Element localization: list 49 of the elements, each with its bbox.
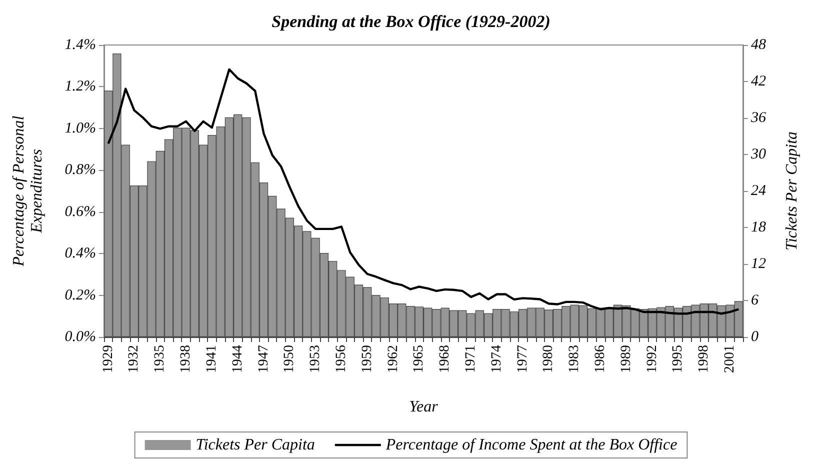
x-tick-label: 1968 [438, 345, 453, 373]
x-tick-label: 1965 [412, 345, 427, 373]
x-tick-label: 1956 [334, 345, 349, 373]
y-tick-label: 1.2% [64, 78, 96, 95]
x-tick-label: 1977 [515, 345, 530, 373]
y2-tick-label: 24 [751, 183, 766, 199]
y-tick-label: 0.2% [64, 287, 96, 304]
y-axis-title: Percentage of Personal Expenditures [10, 115, 46, 268]
x-tick-label: 1974 [489, 345, 504, 373]
y2-tick-label: 12 [751, 256, 766, 272]
y2-tick-label: 0 [751, 329, 759, 345]
x-tick-label: 1986 [593, 345, 608, 373]
y-tick-label: 0.8% [64, 162, 96, 178]
x-tick-label: 1950 [282, 345, 298, 373]
x-tick-label: 1989 [618, 345, 634, 373]
legend-label: Tickets Per Capita [196, 436, 315, 454]
y-tick-label: 1.0% [64, 120, 96, 136]
y-tick-label: 0.6% [64, 204, 96, 220]
y2-tick-label: 6 [751, 292, 759, 308]
x-tick-label: 1935 [152, 345, 168, 373]
x-tick-label: 1932 [126, 345, 142, 373]
y2-tick-label: 36 [750, 110, 766, 126]
x-tick-label: 1971 [463, 345, 478, 373]
y-tick-label: 0.4% [64, 246, 96, 262]
y-tick-label: 1.4% [64, 37, 96, 53]
y2-axis-title: Tickets Per Capita [784, 131, 800, 251]
x-tick-label: 1941 [204, 345, 220, 373]
x-tick-label: 1929 [100, 345, 116, 373]
y2-tick-label: 18 [751, 220, 766, 236]
x-tick-label: 2001 [722, 345, 738, 373]
x-tick-label: 1980 [541, 345, 556, 373]
x-tick-label: 1938 [178, 345, 194, 373]
x-tick-label: 1947 [256, 345, 272, 373]
chart-title: Spending at the Box Office (1929-2002) [272, 12, 550, 31]
x-tick-label: 1959 [360, 345, 375, 373]
x-tick-label: 1983 [567, 345, 582, 373]
y2-tick-label: 42 [751, 74, 766, 90]
x-tick-label: 1992 [644, 345, 660, 373]
y2-tick-label: 48 [751, 37, 766, 53]
y-tick-label: 0.0% [64, 329, 96, 345]
x-tick-label: 1953 [308, 345, 324, 373]
x-tick-label: 1998 [696, 345, 712, 373]
x-tick-label: 1944 [230, 345, 246, 373]
legend-label: Percentage of Income Spent at the Box Office [384, 436, 678, 454]
x-tick-label: 1995 [670, 345, 686, 373]
x-axis-title: Year [409, 398, 439, 416]
line-series [107, 68, 740, 315]
x-tick-label: 1962 [386, 345, 401, 373]
y2-tick-label: 30 [750, 146, 766, 162]
